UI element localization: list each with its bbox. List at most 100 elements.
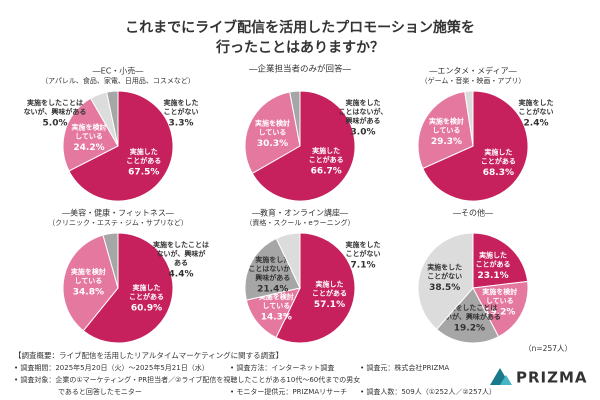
pie-slice — [417, 91, 474, 170]
value-label: 34.8% — [73, 287, 104, 297]
slice-label: 実施を検討 — [429, 117, 464, 126]
survey-item: • 調査方法：インターネット調査 — [230, 363, 334, 372]
value-label: 30.3% — [257, 139, 288, 149]
slice-label: ことがない — [346, 249, 381, 258]
slice-label: 実施した — [312, 146, 340, 155]
logo: PRIZMA — [490, 368, 587, 387]
pie-slice — [417, 232, 474, 330]
slice-label: 実施を検討 — [482, 287, 517, 296]
value-label: 19.2% — [454, 324, 485, 334]
slice-label: ことがある — [126, 156, 161, 165]
slice-label: ないが、興味が — [157, 249, 206, 258]
value-label: 3.3% — [169, 119, 194, 129]
slice-label: している — [259, 128, 287, 136]
slice-label: している — [262, 302, 290, 310]
value-label: 67.5% — [128, 167, 159, 177]
sample-note: （n=257人） — [524, 344, 572, 353]
value-label: 24.2% — [73, 143, 104, 153]
slice-label: 実施した — [133, 283, 161, 292]
slice-label: 実施を検討 — [71, 267, 106, 276]
pie-title: ―美容・健康・フィットネス― — [62, 208, 174, 218]
value-label: 29.3% — [431, 137, 462, 147]
logo-mark — [500, 375, 512, 385]
pie-slice — [82, 232, 174, 344]
slice-label: ことがある — [481, 156, 516, 165]
value-label: 7.1% — [351, 261, 376, 271]
pie-subtitle: （資格・スクール・eラーニング） — [245, 218, 354, 227]
slice-label: ことがない — [519, 107, 554, 116]
value-label: 14.3% — [261, 312, 292, 322]
survey-item: • 調査対象：企業の①マーケティング・PR担当者／②ライブ配信を視聴したことがあ… — [14, 375, 360, 384]
slice-label: 実施した — [315, 280, 343, 289]
value-label: 60.9% — [131, 304, 162, 314]
pie-slice — [244, 91, 301, 175]
slice-label: ことがある — [476, 259, 511, 268]
pie-slice — [106, 90, 119, 147]
value-label: 57.1% — [314, 300, 345, 310]
title-line: 行ったことはありますか？ — [215, 39, 384, 56]
slice-label: 興味がある — [255, 273, 290, 282]
pie-slice — [275, 232, 301, 289]
pie-subtitle: （アパレル、食品、家電、日用品、コスメなど） — [41, 76, 195, 85]
slice-label: ないが、興味がある — [438, 312, 501, 321]
slice-label: ことはないが、 — [248, 264, 297, 273]
value-label: 2.4% — [524, 119, 549, 129]
pie-slice — [422, 90, 529, 202]
survey-item: • 調査元：株式会社PRIZMA — [360, 363, 449, 372]
slice-label: 実施した — [130, 147, 158, 156]
pie-slice — [251, 90, 356, 202]
slice-label: ある — [174, 258, 188, 267]
pie-title: ―その他― — [453, 208, 493, 218]
value-label: 3.0% — [351, 128, 376, 138]
pie-title: ―教育・オンライン講座― — [252, 208, 348, 218]
survey-heading: 【調査概要：ライブ配信を活用したリアルタイムマーケティングに関する調査】 — [14, 350, 283, 360]
pie-subtitle: （ゲーム・音楽・映画・アプリ） — [421, 76, 526, 85]
slice-label: ことがない — [427, 271, 462, 280]
pie-slice — [472, 280, 529, 338]
survey-item: • 調査期間：2025年5月20日（火）～2025年5月21日（水） — [14, 363, 209, 372]
pie-slice — [472, 232, 529, 289]
slice-label: 実施をした — [427, 262, 462, 271]
slice-label: 実施を検討 — [72, 122, 107, 131]
pie-slice — [62, 234, 119, 332]
value-label: 19.2% — [484, 308, 515, 318]
slice-label: 実施をした — [346, 98, 381, 107]
pie-title: ―EC・小売― — [93, 66, 144, 76]
slice-label: している — [486, 297, 514, 305]
survey-item: • モニター提供元：PRIZMAリサーチ — [230, 387, 347, 396]
slice-label: 実施した — [479, 250, 507, 259]
pie-slice — [244, 237, 301, 301]
pie-slice — [435, 287, 500, 344]
subtitle: ―企業担当者のみが回答― — [249, 64, 352, 75]
pie-slice — [68, 90, 174, 202]
value-label: 68.3% — [483, 168, 514, 178]
pie-title: ―エンタメ・メディア― — [429, 66, 516, 76]
pie-slice — [245, 287, 301, 339]
pie-slice — [275, 232, 356, 344]
pie-slice — [289, 90, 301, 147]
slice-label: 実施をした — [164, 98, 199, 107]
slice-label: 実施をした — [519, 98, 554, 107]
slice-label: ことがある — [312, 289, 347, 298]
slice-label: 実施を検討 — [255, 118, 290, 127]
slice-label: ことがある — [129, 292, 164, 301]
survey-item: であると回答したモニター — [58, 387, 142, 396]
slice-label: ことはないが、 — [339, 107, 388, 116]
title-line: これまでにライブ配信を活用したプロモーション施策を — [125, 19, 475, 36]
slice-label: 実施した — [484, 147, 512, 156]
slice-label: 実施をしたことは — [153, 240, 209, 249]
slice-label: 実施をしたことは — [27, 98, 83, 107]
slice-label: ことがない — [164, 107, 199, 116]
slice-label: ないが、興味がある — [24, 107, 87, 116]
value-label: 21.4% — [257, 284, 288, 294]
slice-label: 実施をした — [255, 255, 290, 264]
slice-label: している — [433, 127, 461, 135]
value-label: 4.4% — [169, 270, 194, 280]
slice-label: 実施を検討 — [259, 292, 294, 301]
slice-label: している — [75, 132, 103, 140]
slice-label: 興味がある — [346, 116, 381, 125]
pie-subtitle: （クリニック・エステ・ジム・サプリなど） — [48, 219, 188, 227]
slice-label: ことがある — [309, 155, 344, 164]
slice-label: 実施をした — [346, 240, 381, 249]
